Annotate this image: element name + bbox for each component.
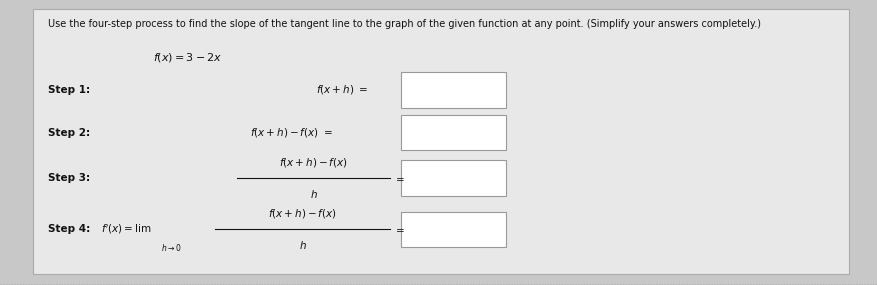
Text: Step 1:: Step 1: <box>48 85 90 95</box>
Text: $h \to 0$: $h \to 0$ <box>160 243 182 253</box>
Text: Step 2:: Step 2: <box>48 127 90 138</box>
Text: $\mathit{f}(x + h) - \mathit{f}(x)$: $\mathit{f}(x + h) - \mathit{f}(x)$ <box>268 207 337 220</box>
FancyBboxPatch shape <box>401 211 506 247</box>
Text: $\mathit{f}(x + h) - \mathit{f}(x)$: $\mathit{f}(x + h) - \mathit{f}(x)$ <box>279 156 348 169</box>
FancyBboxPatch shape <box>401 115 506 150</box>
Text: $=$: $=$ <box>393 224 404 235</box>
FancyBboxPatch shape <box>401 160 506 196</box>
Text: $=$: $=$ <box>393 173 404 183</box>
Text: Use the four-step process to find the slope of the tangent line to the graph of : Use the four-step process to find the sl… <box>48 19 761 29</box>
FancyBboxPatch shape <box>33 9 849 274</box>
FancyBboxPatch shape <box>401 72 506 107</box>
Text: $\mathit{f}(x + h) - \mathit{f}(x)\ =$: $\mathit{f}(x + h) - \mathit{f}(x)\ =$ <box>250 126 332 139</box>
Text: $\mathit{h}$: $\mathit{h}$ <box>299 239 306 251</box>
Text: $\mathit{f}(x + h)\ =$: $\mathit{f}(x + h)\ =$ <box>316 83 368 96</box>
Text: $\mathit{h}$: $\mathit{h}$ <box>310 188 317 200</box>
Text: Step 4:: Step 4: <box>48 224 90 235</box>
Text: $\mathit{f}(x) = 3 - 2x$: $\mathit{f}(x) = 3 - 2x$ <box>153 51 223 64</box>
Text: $\mathit{f}'(x) = \lim$: $\mathit{f}'(x) = \lim$ <box>101 223 152 236</box>
Text: Step 3:: Step 3: <box>48 173 90 183</box>
